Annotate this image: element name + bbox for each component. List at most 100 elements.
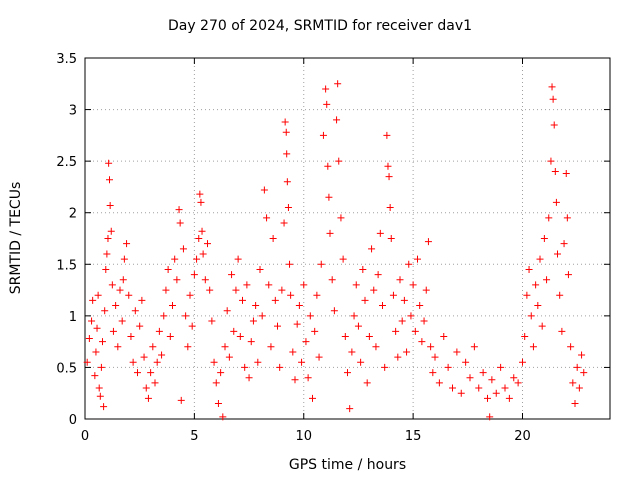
data-point [420,317,428,325]
y-tick-label: 1.5 [56,258,77,273]
data-point [403,348,411,356]
data-point [394,353,402,361]
data-point [558,327,566,335]
data-point [381,363,389,371]
data-point [486,413,494,421]
data-point [333,116,341,124]
data-point [217,369,225,377]
data-point [182,312,190,320]
data-point [230,327,238,335]
data-point [282,128,290,136]
data-point [550,121,558,129]
data-point [501,384,509,392]
data-point [309,394,316,402]
data-point [179,245,187,253]
data-point [389,291,397,299]
data-point [89,296,97,304]
chart-title: Day 270 of 2024, SRMTID for receiver dav… [167,18,473,34]
data-point [119,276,127,284]
data-point [276,363,284,371]
data-point [315,353,323,361]
data-point [281,118,289,126]
data-point [241,363,249,371]
data-point [521,332,529,340]
data-point [219,413,227,421]
data-point [293,320,301,328]
data-point [571,400,579,408]
data-point [304,374,312,382]
data-point [256,265,264,273]
data-point [457,389,465,397]
data-point [519,358,526,366]
data-point [243,281,251,289]
data-point [160,312,168,320]
data-point [188,322,196,330]
data-point [195,235,203,242]
data-point [283,150,291,158]
data-point [162,286,170,294]
x-tick-label: 15 [405,429,422,444]
data-point [102,265,110,273]
y-tick-label: 3.5 [56,52,77,67]
data-point [334,80,342,88]
data-point [177,396,185,404]
data-point [536,255,544,263]
data-point [94,291,102,299]
data-point [560,240,568,248]
data-point [131,307,139,315]
data-point [341,332,349,340]
data-point [136,322,144,330]
data-point [497,363,505,371]
x-axis-label: GPS time / hours [288,457,407,473]
data-point [374,271,382,279]
data-point [175,206,183,214]
data-point [291,376,299,384]
data-point [269,235,277,242]
data-point [416,302,424,310]
data-point [328,276,336,284]
data-point [361,296,369,304]
data-point [514,379,522,387]
data-point [552,198,560,206]
y-tick-label: 2.5 [56,155,77,170]
data-point [470,343,478,351]
data-point [236,332,244,340]
data-point [173,276,181,284]
data-point [414,255,421,263]
data-point [431,353,439,361]
data-point [286,260,294,268]
data-point [96,392,104,400]
data-point [252,302,260,310]
data-point [228,271,236,279]
data-point [551,167,559,175]
data-point [335,157,343,165]
data-point [311,327,319,335]
data-point [123,240,131,248]
data-point [424,238,432,246]
data-point [323,100,331,108]
data-point [573,363,581,371]
data-point [280,219,288,227]
data-point [91,372,99,380]
data-point [510,374,518,382]
data-point [116,286,124,294]
data-point [147,369,155,377]
data-point [106,176,113,184]
data-point [129,358,137,366]
data-point [120,255,128,263]
data-point [223,307,231,315]
data-point [385,173,393,181]
data-point [93,324,101,332]
y-tick-label: 0.5 [56,361,77,376]
data-point [313,291,321,299]
y-tick-label: 0 [69,413,77,428]
data-point [184,343,192,351]
data-point [204,240,211,248]
data-point [324,162,332,170]
data-point [548,83,556,91]
data-point [540,235,548,242]
grid [85,58,610,419]
data-point [114,343,122,351]
data-point [100,403,108,411]
data-point [326,229,334,237]
